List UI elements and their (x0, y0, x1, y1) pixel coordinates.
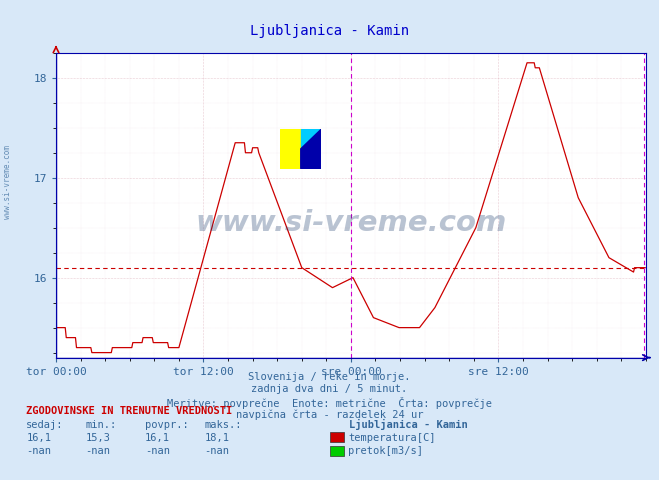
Text: -nan: -nan (204, 446, 229, 456)
Text: temperatura[C]: temperatura[C] (348, 433, 436, 443)
Text: Ljubljanica - Kamin: Ljubljanica - Kamin (250, 24, 409, 38)
Text: 16,1: 16,1 (26, 433, 51, 443)
Polygon shape (280, 129, 301, 168)
Polygon shape (301, 129, 322, 168)
Text: sedaj:: sedaj: (26, 420, 64, 430)
Text: www.si-vreme.com: www.si-vreme.com (3, 145, 13, 219)
Text: 15,3: 15,3 (86, 433, 111, 443)
Text: Ljubljanica - Kamin: Ljubljanica - Kamin (349, 419, 468, 430)
Text: pretok[m3/s]: pretok[m3/s] (348, 446, 423, 456)
Text: Slovenija / reke in morje.: Slovenija / reke in morje. (248, 372, 411, 382)
Text: Meritve: povprečne  Enote: metrične  Črta: povprečje: Meritve: povprečne Enote: metrične Črta:… (167, 397, 492, 409)
Text: navpična črta - razdelek 24 ur: navpična črta - razdelek 24 ur (236, 409, 423, 420)
Text: povpr.:: povpr.: (145, 420, 188, 430)
Text: -nan: -nan (145, 446, 170, 456)
Text: 16,1: 16,1 (145, 433, 170, 443)
Text: maks.:: maks.: (204, 420, 242, 430)
Text: ZGODOVINSKE IN TRENUTNE VREDNOSTI: ZGODOVINSKE IN TRENUTNE VREDNOSTI (26, 406, 233, 416)
Text: min.:: min.: (86, 420, 117, 430)
Text: zadnja dva dni / 5 minut.: zadnja dva dni / 5 minut. (251, 384, 408, 395)
Text: www.si-vreme.com: www.si-vreme.com (195, 209, 507, 238)
Text: -nan: -nan (26, 446, 51, 456)
Text: 18,1: 18,1 (204, 433, 229, 443)
Polygon shape (301, 129, 322, 149)
Text: -nan: -nan (86, 446, 111, 456)
